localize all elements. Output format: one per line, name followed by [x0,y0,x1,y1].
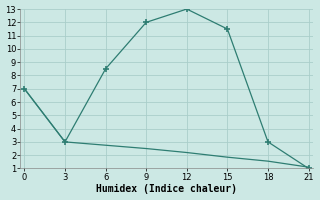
X-axis label: Humidex (Indice chaleur): Humidex (Indice chaleur) [96,184,237,194]
